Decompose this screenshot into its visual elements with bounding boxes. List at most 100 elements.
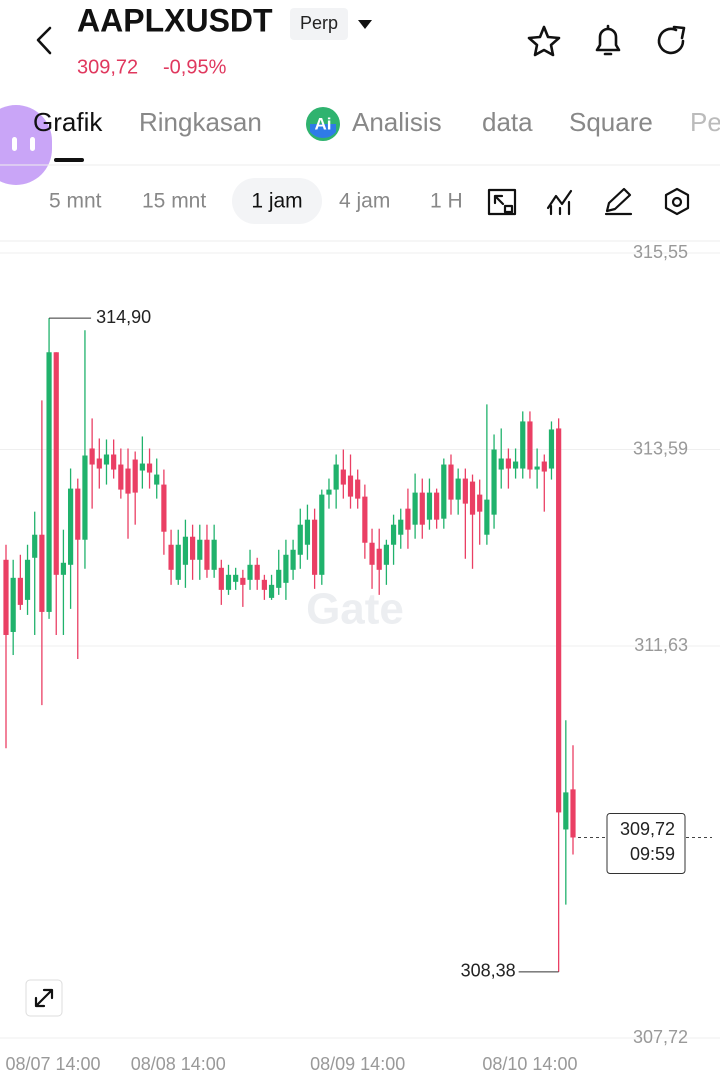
candle-body [534,466,540,470]
dropdown[interactable] [358,20,372,29]
tab[interactable]: Ringkasan [139,107,262,137]
change: -0,95% [163,56,227,78]
candle-body [390,524,397,545]
watermark: Gate [306,585,404,634]
candle-body [297,524,303,555]
candle-body [412,492,418,525]
candle-body [53,352,59,575]
y-tick-label: 313,59 [633,438,688,458]
candle-body [527,421,533,470]
candle-body [182,536,189,565]
candle-body [268,584,275,598]
last-price-box [606,812,686,874]
candle-body [225,574,232,590]
tab[interactable]: Pe [690,107,720,137]
candle-body [484,499,490,535]
candle-body [89,448,95,465]
candle-body [498,458,504,470]
candle-body [326,489,332,495]
candle-body [441,464,447,519]
bell-icon[interactable] [595,24,621,56]
interval-pill [232,178,322,224]
ai-icon [310,124,336,139]
candle-body [541,461,547,472]
candle-body [520,421,526,469]
back-button[interactable] [36,26,52,55]
y-tick-label: 307,72 [633,1027,688,1047]
candle-body [426,492,433,520]
candle-body [355,479,361,499]
candle-body [111,454,117,470]
candle-body [39,534,45,612]
candle-body [570,789,576,838]
candle-body [304,519,311,545]
tab[interactable]: Square [569,107,653,137]
settings-icon[interactable] [664,187,690,216]
x-tick-label: 08/10 14:00 [482,1054,577,1074]
candle-body [240,577,246,585]
candle-body [505,458,512,469]
candle-body [190,536,196,560]
tab[interactable]: Grafik [33,107,103,137]
interval[interactable]: 1 H [430,190,463,213]
badge: Perp [300,13,338,33]
candle-body [233,574,239,582]
candle-body [369,542,375,565]
candle-body [139,463,145,471]
candle-body [24,559,31,600]
candle-body [290,549,296,570]
expand-icon [34,988,54,1008]
candle-body [82,455,88,540]
interval[interactable]: 4 jam [339,190,390,213]
candle-body [362,496,368,543]
layout-icon[interactable] [487,188,517,216]
candle-body [434,492,440,520]
candle-body [548,429,555,469]
candle-body [118,464,124,490]
candle-body [46,352,52,612]
indicator-icon[interactable] [546,189,573,216]
candle-body [455,478,461,500]
candle-body [556,428,562,813]
candle-body [60,562,67,575]
low-label: 308,38 [461,961,516,981]
candle-body [312,519,318,575]
candle-body [419,492,425,525]
price: 309,72 [77,56,138,78]
interval[interactable]: 15 mnt [142,190,206,213]
symbol: AAPLXUSDT [77,2,273,38]
candle-body [491,449,497,515]
candle-body [211,539,217,570]
tab-underline [54,158,84,162]
candle-body [261,579,267,590]
candle-body [32,534,38,558]
countdown: 09:59 [630,844,675,864]
tab[interactable]: data [482,107,533,137]
candle-body [204,539,210,570]
candle-body [197,539,203,560]
settings-icon [671,196,683,208]
candle-body [319,494,325,575]
candle-body [67,488,74,565]
candle-body [3,559,9,635]
candle-body [333,464,339,490]
candle-body [75,488,81,540]
interval[interactable]: 1 jam [251,190,302,213]
interval[interactable]: 5 mnt [49,190,102,213]
tab[interactable]: Analisis [352,107,442,137]
candle-body [469,481,476,515]
candle-body [10,577,16,632]
candle-body [175,544,181,580]
candle-body [347,475,354,497]
refresh-icon[interactable] [657,25,686,55]
candle-body [96,458,102,469]
star-icon[interactable] [527,25,561,57]
ai-icon-text: Ai [315,114,332,133]
last-price-label: 309,72 [620,819,675,839]
candle-body [448,464,454,500]
candle-body [247,564,253,580]
candle-body [17,577,23,605]
draw-icon[interactable] [604,187,633,216]
plot: Gate 315,55 313,59 311,63 307,72 08/07 14:00 0… [0,242,720,1074]
